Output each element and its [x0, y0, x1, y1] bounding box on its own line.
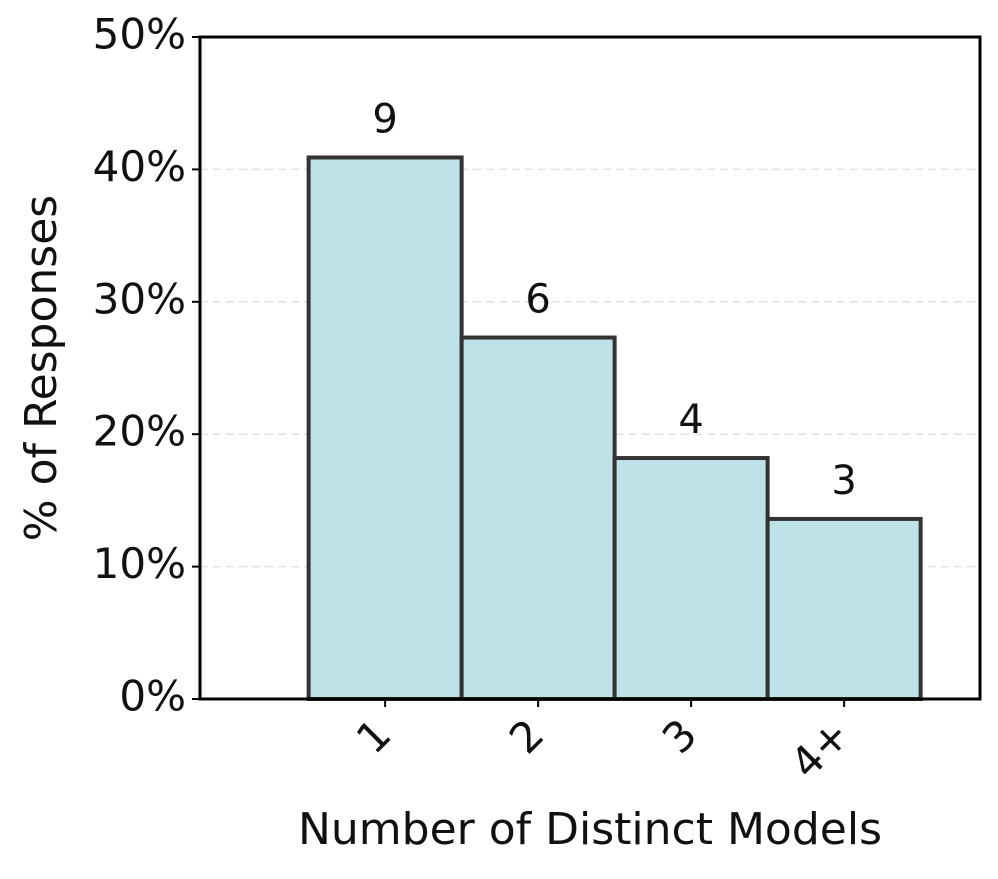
y-tick-label: 50% — [93, 10, 186, 59]
x-tick-label: 1 — [347, 710, 401, 764]
y-axis-label: % of Responses — [16, 195, 67, 541]
y-tick-label: 40% — [93, 142, 186, 191]
bar — [306, 155, 464, 701]
value-label: 6 — [525, 277, 550, 323]
bar — [612, 456, 770, 702]
y-tick-label: 0% — [119, 672, 186, 721]
y-tick-label: 10% — [93, 539, 186, 588]
y-tick-label: 20% — [93, 407, 186, 456]
plot-frame — [198, 35, 982, 701]
y-tick-label: 30% — [93, 274, 186, 323]
value-label: 4 — [678, 397, 703, 443]
x-tick-label: 2 — [500, 710, 554, 764]
bar — [765, 516, 923, 701]
bar — [459, 335, 617, 701]
value-label: 9 — [372, 96, 397, 142]
value-label: 3 — [831, 458, 856, 504]
x-axis-label: Number of Distinct Models — [298, 804, 882, 855]
x-tick-label: 4+ — [781, 710, 859, 788]
x-tick-label: 3 — [653, 710, 707, 764]
